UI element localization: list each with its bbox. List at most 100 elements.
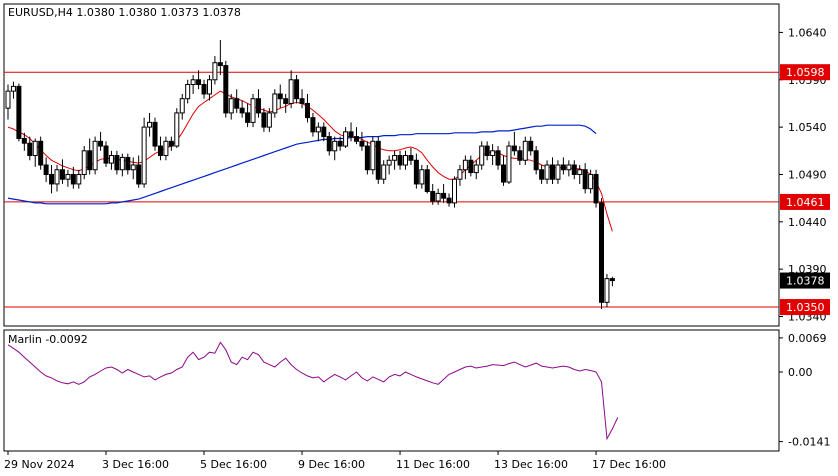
candle-body-down [359, 140, 365, 147]
candle-body-up [343, 131, 349, 147]
candle-body-down [528, 140, 534, 152]
candle [76, 169, 82, 189]
candle [98, 131, 104, 151]
candle [299, 89, 305, 109]
price-tick-label: 1.0440 [788, 216, 827, 229]
candle-body-down [408, 155, 414, 161]
level-tag-bg [780, 193, 830, 210]
price-tick-label: 1.0640 [788, 26, 827, 39]
candle-body-down [239, 107, 245, 114]
candle [16, 83, 22, 142]
candle-body-down [152, 121, 158, 147]
candle-body-up [451, 178, 457, 204]
candle [550, 157, 555, 184]
candle-body-up [130, 164, 136, 171]
candle [321, 122, 327, 142]
candle-body-down [321, 126, 327, 138]
candle [560, 157, 566, 175]
candle [32, 138, 38, 167]
candle [190, 75, 196, 94]
candle [484, 141, 490, 161]
candle-body-up [490, 150, 496, 157]
candle [566, 160, 572, 177]
candle-body-down [16, 85, 22, 139]
indicator-panel: 0.0069 0.00 -0.0141 Marlin -0.0092 [3, 329, 830, 452]
candle [65, 169, 71, 187]
candle-body-down [484, 145, 490, 157]
candle [337, 136, 343, 151]
candle [157, 136, 163, 161]
candle-body-down [98, 140, 104, 147]
candle [353, 127, 359, 145]
candle-body-down [168, 140, 174, 147]
candle [38, 136, 44, 170]
candle [582, 163, 588, 194]
candle [468, 155, 474, 177]
candle-body-up [462, 159, 468, 171]
candle-body-up [522, 140, 528, 161]
candle [206, 75, 212, 101]
candle-body-down [441, 192, 447, 199]
candle [266, 108, 272, 132]
candle [217, 39, 223, 76]
candle-body-down [495, 150, 501, 166]
candle [21, 132, 27, 151]
candle-body-down [59, 169, 65, 180]
indicator-tick-label: 0.0069 [788, 332, 827, 345]
candle-body-down [310, 117, 316, 133]
candle [555, 160, 561, 184]
candle-body-down [353, 136, 359, 142]
candle-body-up [479, 145, 485, 166]
time-tick-label: 29 Nov 2024 [4, 458, 74, 471]
time-tick-label: 13 Dec 16:00 [494, 458, 568, 471]
price-panel: 1.06401.05901.05401.04901.04401.03901.03… [3, 3, 830, 327]
candle [228, 93, 234, 120]
indicator-header: Marlin -0.0092 [8, 333, 88, 346]
candle [272, 89, 278, 118]
candle [27, 136, 33, 161]
candle-body-up [266, 112, 272, 128]
candle [375, 136, 381, 184]
candle-body-down [49, 173, 55, 185]
indicator-tick-label: 0.00 [788, 366, 813, 379]
candle [108, 150, 114, 170]
candle [359, 131, 365, 151]
candle-body-down [348, 131, 354, 138]
candle-body-up [185, 84, 191, 100]
candle [604, 273, 610, 308]
candle-body-down [517, 150, 523, 161]
candle [70, 166, 76, 189]
candle [370, 136, 376, 175]
candle [310, 112, 316, 137]
candle [462, 155, 468, 180]
candle [479, 141, 485, 170]
candle [419, 165, 425, 189]
candle-body-down [560, 164, 566, 171]
candle-body-up [435, 192, 441, 202]
candle [343, 127, 349, 148]
candle-body-up [228, 98, 234, 114]
candle-body-down [364, 145, 370, 171]
candle-body-down [21, 137, 27, 144]
candle [500, 155, 506, 186]
candle-body-up [566, 164, 572, 171]
candle [130, 157, 136, 180]
candle-body-down [571, 164, 577, 175]
candle [446, 193, 452, 207]
candle-body-up [506, 145, 512, 183]
candle [174, 108, 180, 148]
candle [283, 93, 289, 113]
candle [577, 165, 583, 184]
candle [402, 150, 408, 170]
candle [413, 153, 419, 189]
candle-body-up [54, 169, 60, 185]
candle [473, 160, 479, 180]
candle-body-down [582, 169, 588, 190]
candle-body-down [337, 140, 343, 147]
candle [381, 160, 387, 184]
candle [59, 159, 65, 184]
candle-body-down [27, 142, 33, 157]
candle-body-down [550, 164, 555, 180]
candle [397, 150, 403, 170]
candle-body-up [141, 126, 147, 185]
